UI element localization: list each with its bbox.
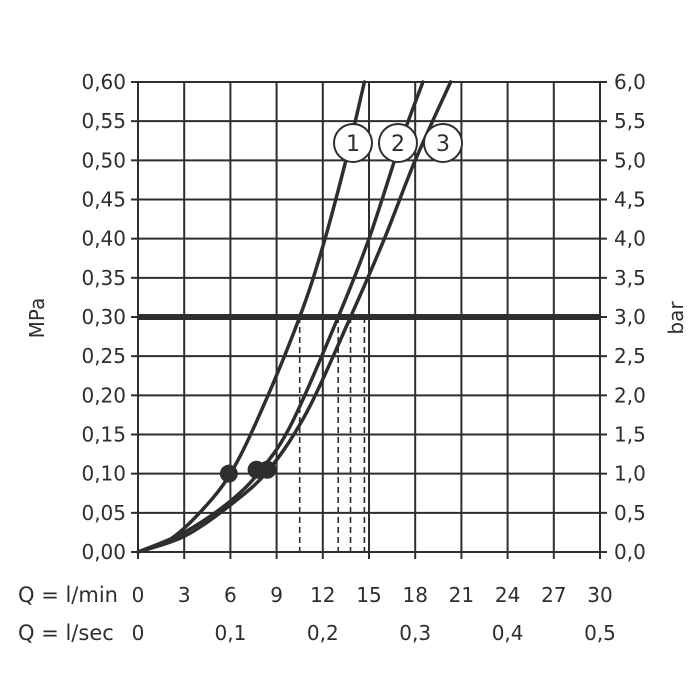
curve-label-3: 3: [436, 132, 450, 157]
right-tick-label: 0,0: [614, 540, 646, 564]
right-tick-label: 1,0: [614, 462, 646, 486]
left-tick-label: 0,40: [81, 227, 126, 251]
series-marker-3: [258, 460, 277, 479]
right-tick-label: 3,5: [614, 266, 646, 290]
right-tick-label: 4,0: [614, 227, 646, 251]
x-tick-label: 30: [587, 583, 612, 607]
right-tick-label: 2,0: [614, 383, 646, 407]
grid: [131, 81, 607, 559]
left-axis-label: MPa: [25, 298, 49, 339]
x-axis-secondary-label: Q = l/sec: [18, 621, 114, 645]
x2-tick-label: 0,1: [214, 621, 246, 645]
left-tick-label: 0,60: [81, 70, 126, 94]
x2-tick-label: 0,5: [584, 621, 616, 645]
x-tick-label: 24: [495, 583, 520, 607]
left-tick-labels: 0,00 0,05 0,10 0,15 0,20 0,25 0,30 0,35 0,40 0,45…: [81, 70, 126, 564]
right-tick-label: 2,5: [614, 344, 646, 368]
left-tick-label: 0,30: [81, 305, 126, 329]
series-line-1: [136, 80, 367, 554]
x2-tick-label: 0,2: [307, 621, 339, 645]
x-axis-label: Q = l/min: [18, 583, 118, 607]
x-tick-labels-lmin: 0 3 6 9 12 15 18 21 24 27 30: [132, 583, 613, 607]
right-tick-label: 4,5: [614, 188, 646, 212]
x-tick-label: 3: [178, 583, 191, 607]
x-tick-label: 9: [270, 583, 283, 607]
x-tick-labels-lsec: 0 0,1 0,2 0,3 0,4 0,5: [132, 621, 616, 645]
x-tick-label: 15: [356, 583, 381, 607]
left-tick-label: 0,35: [81, 266, 126, 290]
curve-label-circle-3: [423, 123, 463, 163]
left-tick-label: 0,45: [81, 188, 126, 212]
right-tick-label: 0,5: [614, 501, 646, 525]
x2-tick-label: 0: [132, 621, 145, 645]
left-tick-label: 0,15: [81, 423, 126, 447]
curve-labels: 1 2 3: [333, 123, 463, 163]
curve-label-circle-2: [378, 123, 418, 163]
x2-tick-label: 0,4: [492, 621, 524, 645]
right-tick-label: 5,0: [614, 148, 646, 172]
right-tick-label: 6,0: [614, 70, 646, 94]
series-markers: [219, 460, 277, 483]
left-tick-label: 0,20: [81, 383, 126, 407]
x2-tick-label: 0,3: [399, 621, 431, 645]
x-tick-label: 27: [541, 583, 566, 607]
curve-label-1: 1: [346, 132, 360, 157]
x-tick-label: 12: [310, 583, 335, 607]
dashed-drop-lines: [298, 317, 366, 552]
right-tick-labels: 0,0 0,5 1,0 1,5 2,0 2,5 3,0 3,5 4,0 4,5 5,0 5,5 6,0: [614, 70, 646, 564]
left-tick-label: 0,00: [81, 540, 126, 564]
curve-label-2: 2: [391, 132, 405, 157]
series-line-3: [136, 80, 453, 554]
x-tick-label: 0: [132, 583, 145, 607]
left-tick-label: 0,05: [81, 501, 126, 525]
right-tick-label: 3,0: [614, 305, 646, 329]
series-curves: [136, 80, 453, 554]
x-tick-label: 18: [402, 583, 427, 607]
x-tick-label: 6: [224, 583, 237, 607]
right-tick-label: 1,5: [614, 423, 646, 447]
left-tick-label: 0,55: [81, 109, 126, 133]
right-axis-label: bar: [664, 301, 688, 335]
left-tick-label: 0,25: [81, 344, 126, 368]
right-tick-label: 5,5: [614, 109, 646, 133]
series-marker-1: [219, 464, 238, 483]
series-line-2: [136, 80, 425, 554]
left-tick-label: 0,50: [81, 148, 126, 172]
left-tick-label: 0,10: [81, 462, 126, 486]
x-tick-label: 21: [449, 583, 474, 607]
curve-label-circle-1: [333, 123, 373, 163]
